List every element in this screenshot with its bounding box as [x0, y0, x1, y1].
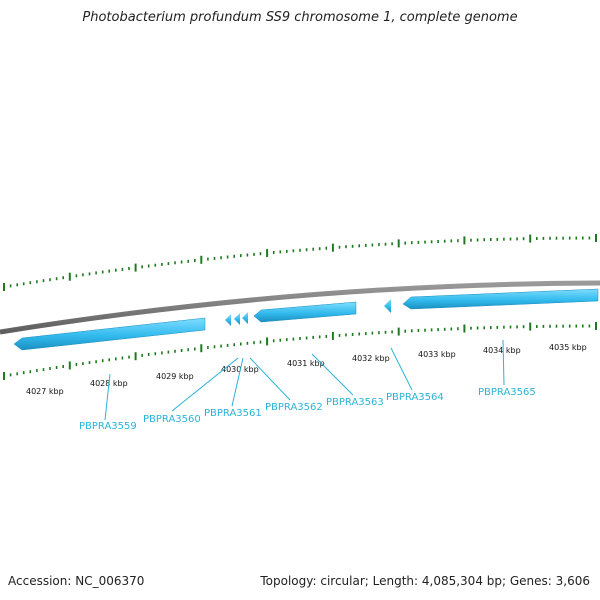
axis-label: 4031 kbp — [287, 359, 325, 368]
axis-label: 4030 kbp — [221, 365, 259, 374]
upper-tick-track — [3, 234, 597, 291]
gene-label-pbpra3565[interactable]: PBPRA3565 — [478, 387, 536, 398]
axis-label: 4035 kbp — [549, 343, 587, 352]
gene-label-pbpra3563[interactable]: PBPRA3563 — [326, 397, 384, 408]
chromosome-backbone — [0, 280, 600, 335]
gene-label-pbpra3560[interactable]: PBPRA3560 — [143, 414, 201, 425]
map-title: Photobacterium profundum SS9 chromosome … — [82, 10, 518, 25]
leader-line-pbpra3561 — [231, 357, 244, 407]
axis-label: 4034 kbp — [483, 346, 521, 355]
leader-line-pbpra3564 — [390, 347, 413, 391]
gene-label-pbpra3564[interactable]: PBPRA3564 — [386, 392, 444, 403]
lower-tick-track — [3, 322, 597, 380]
leader-line-pbpra3562 — [249, 357, 291, 401]
gene-arrow-pbpra3559[interactable] — [13, 317, 206, 351]
leader-line-pbpra3559 — [104, 373, 111, 421]
gene-arrow-pbpra3561b[interactable] — [242, 312, 248, 324]
leader-line-pbpra3565 — [502, 339, 505, 386]
axis-label: 4027 kbp — [26, 387, 64, 396]
gene-arrow-pbpra3563[interactable] — [384, 299, 391, 313]
gene-label-pbpra3561[interactable]: PBPRA3561 — [204, 408, 262, 419]
gene-arrow-pbpra3560[interactable] — [225, 314, 231, 326]
gene-arrow-pbpra3562[interactable] — [253, 301, 357, 323]
leader-line-pbpra3560 — [171, 357, 239, 412]
axis-label: 4029 kbp — [156, 372, 194, 381]
accession-text: Accession: NC_006370 — [8, 574, 145, 588]
genome-summary-text: Topology: circular; Length: 4,085,304 bp… — [260, 574, 590, 588]
leader-line-pbpra3563 — [311, 353, 354, 396]
gene-arrow-pbpra3564[interactable] — [402, 288, 599, 310]
gene-arrow-pbpra3561a[interactable] — [234, 313, 240, 325]
gene-label-pbpra3559[interactable]: PBPRA3559 — [79, 421, 137, 432]
axis-label: 4032 kbp — [352, 354, 390, 363]
gene-label-pbpra3562[interactable]: PBPRA3562 — [265, 402, 323, 413]
axis-label: 4033 kbp — [418, 350, 456, 359]
